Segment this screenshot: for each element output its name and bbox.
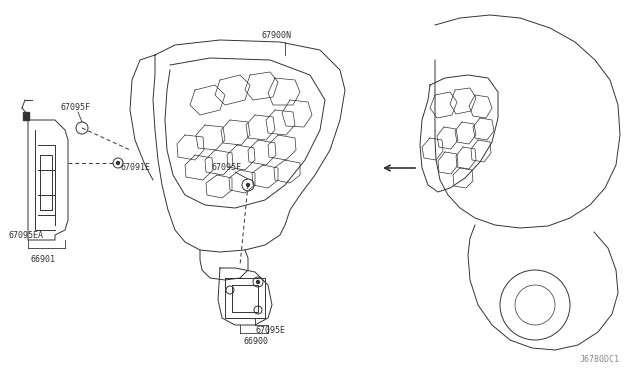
Circle shape	[116, 161, 120, 164]
Text: 66900: 66900	[243, 337, 268, 346]
Bar	[23, 112, 29, 120]
Text: J6780DC1: J6780DC1	[580, 355, 620, 364]
Text: 67091E: 67091E	[120, 163, 150, 172]
Text: 67900N: 67900N	[262, 31, 292, 40]
Text: 67095EA: 67095EA	[8, 231, 43, 240]
Text: 67095F: 67095F	[212, 163, 242, 172]
Circle shape	[246, 183, 250, 186]
Circle shape	[257, 280, 259, 283]
Text: 67095E: 67095E	[255, 326, 285, 335]
Text: 66901: 66901	[30, 255, 55, 264]
Text: 67095F: 67095F	[60, 103, 90, 112]
